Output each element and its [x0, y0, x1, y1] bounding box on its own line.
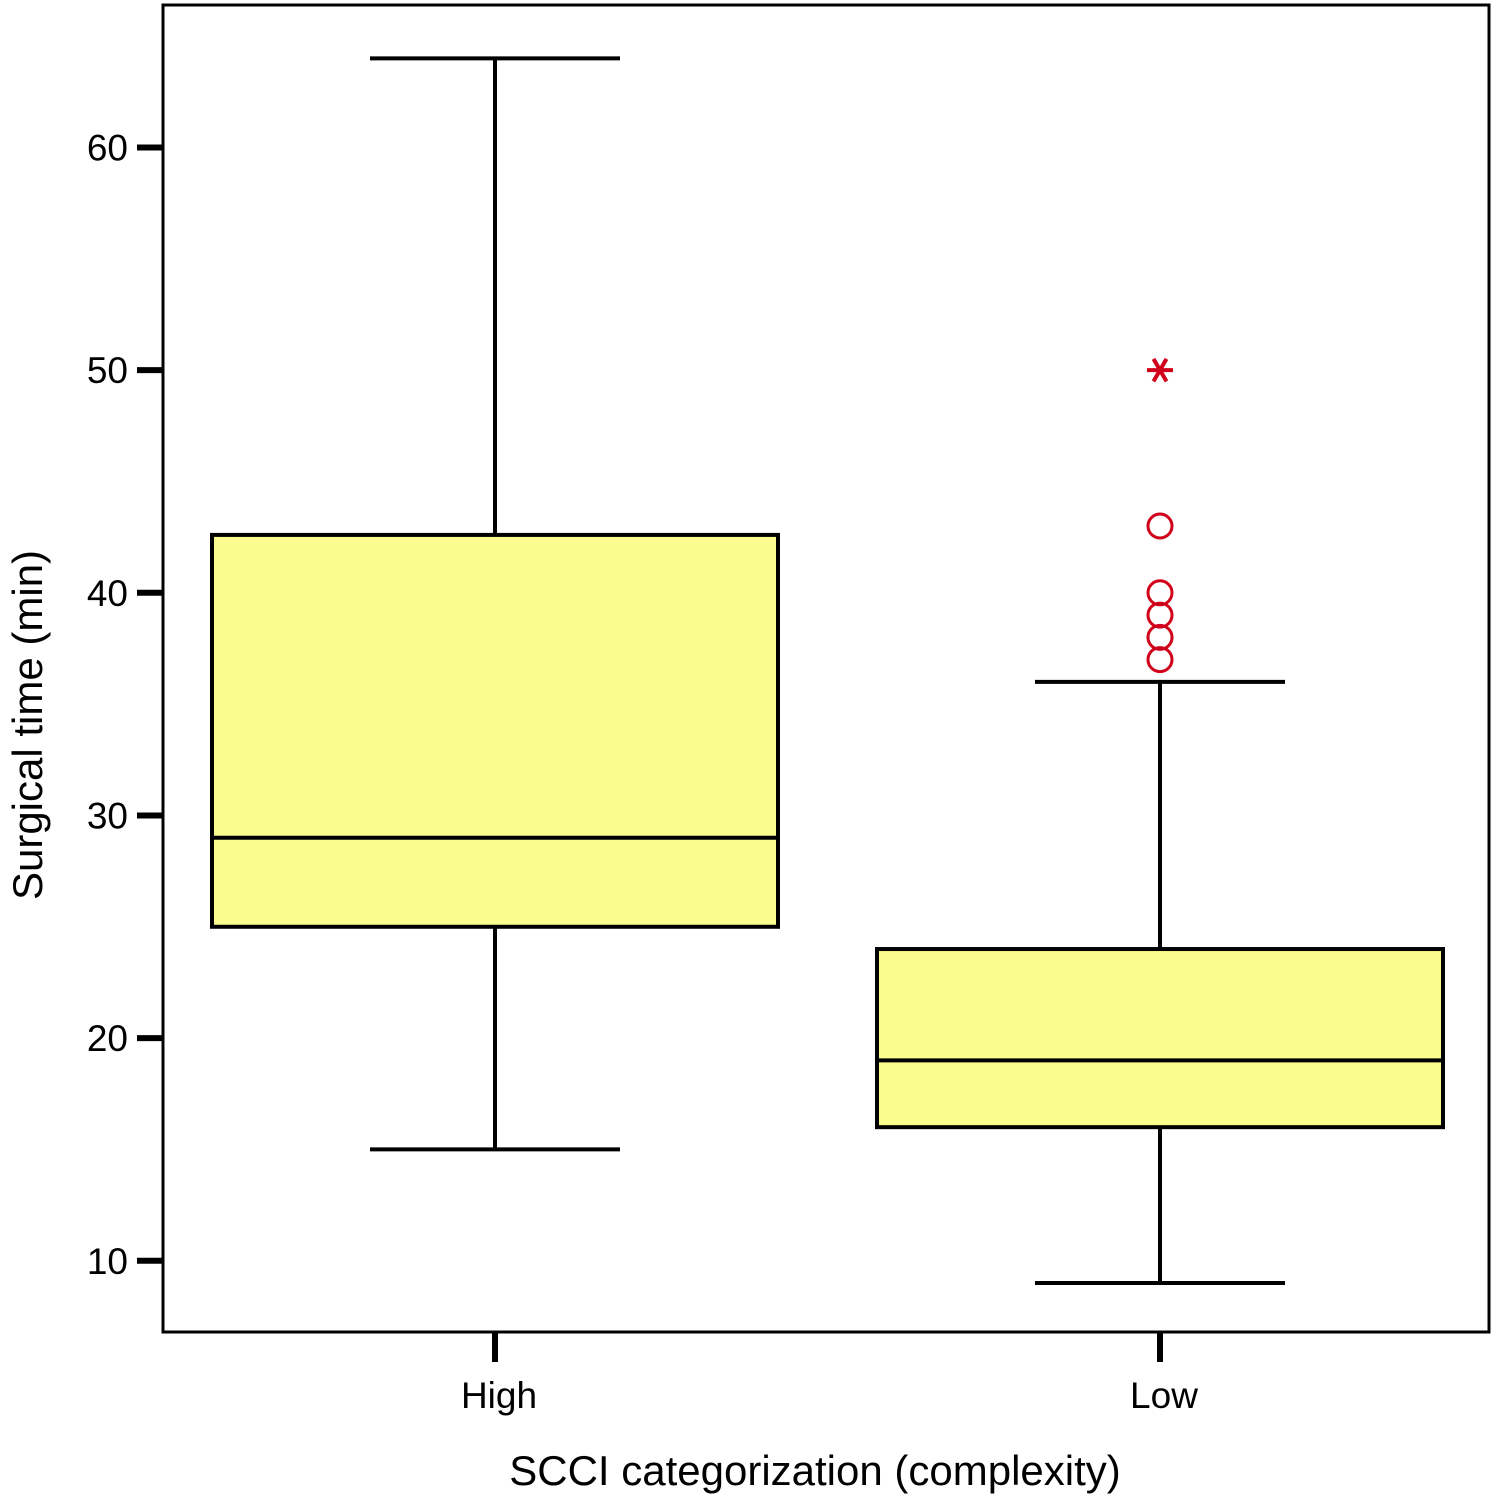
boxes-layer — [210, 56, 1445, 1286]
outlier-point — [1146, 512, 1174, 540]
x-axis: High Low — [461, 1332, 1198, 1416]
y-tick-label: 30 — [87, 795, 128, 836]
outlier-point — [1146, 623, 1174, 651]
x-tick-label: High — [461, 1375, 537, 1416]
y-tick-label: 60 — [87, 127, 128, 168]
iqr-box — [210, 532, 780, 929]
outlier-point — [1146, 579, 1174, 607]
extreme-point-stroke — [1151, 357, 1169, 383]
x-tick-label: Low — [1130, 1375, 1198, 1416]
extreme-point — [1147, 357, 1173, 383]
y-tick-label: 50 — [87, 350, 128, 391]
y-tick-label: 40 — [87, 573, 128, 614]
y-tick-label: 10 — [87, 1241, 128, 1282]
plot-frame — [161, 3, 1491, 1334]
outlier-point — [1146, 601, 1174, 629]
y-axis: 10 20 30 40 50 60 — [87, 127, 163, 1282]
iqr-box — [875, 947, 1445, 1130]
x-axis-title: SCCI categorization (complexity) — [509, 1447, 1121, 1494]
outlier-point — [1146, 646, 1174, 674]
box-low — [875, 357, 1445, 1286]
y-axis-title: Surgical time (min) — [4, 550, 51, 900]
box-high — [210, 56, 780, 1152]
y-tick-label: 20 — [87, 1018, 128, 1059]
